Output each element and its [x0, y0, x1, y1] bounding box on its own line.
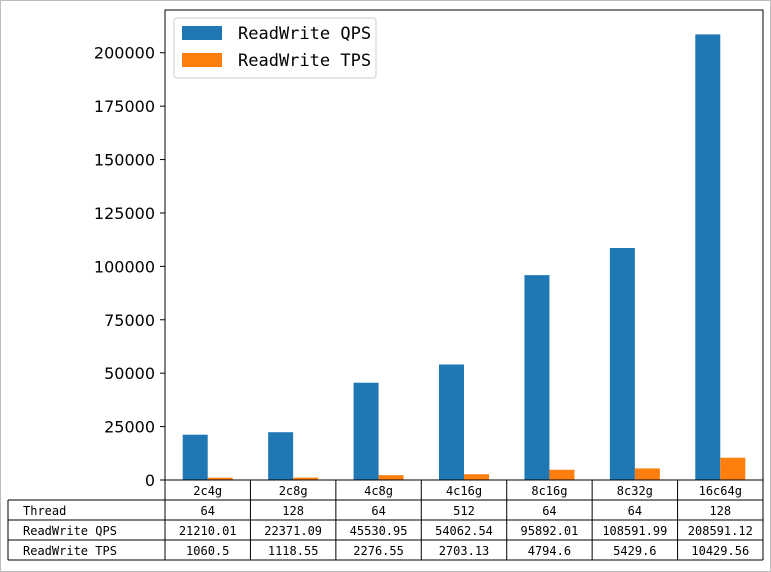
bar-qps-2c8g [268, 432, 294, 480]
bar-tps-16c64g [720, 457, 746, 480]
table-column-header: 16c64g [699, 484, 742, 498]
table-column-header: 4c16g [446, 484, 482, 498]
table-cell: 95892.01 [521, 524, 579, 538]
bar-tps-4c8g [378, 475, 404, 480]
y-tick-label: 125000 [94, 204, 155, 223]
bar-qps-2c4g [182, 434, 208, 480]
table-cell: 45530.95 [350, 524, 408, 538]
data-table: 2c4g 2c8g 4c8g 4c16g 8c16g 8c32g 16c64g Thread 6… [7, 479, 764, 561]
y-tick-label: 75000 [104, 311, 155, 330]
table-cell: 64 [542, 504, 556, 518]
bars-layer [182, 34, 746, 481]
table-column-header: 2c4g [193, 484, 222, 498]
y-axis: 0 25000 50000 75000 100000 125000 150000 175000… [94, 44, 165, 490]
legend-label: ReadWrite TPS [238, 51, 371, 71]
plot-frame [164, 9, 764, 480]
table-cell: 64 [371, 504, 385, 518]
table-column-header: 8c16g [531, 484, 567, 498]
bar-tps-4c16g [464, 474, 489, 480]
table-cell: 64 [200, 504, 214, 518]
bar-qps-4c16g [439, 364, 464, 480]
y-tick-label: 0 [145, 471, 155, 490]
bar-tps-2c4g [207, 477, 233, 480]
table-cell: 128 [282, 504, 304, 518]
axes-spines [164, 9, 764, 480]
table-row-label: ReadWrite QPS [23, 524, 117, 538]
bar-qps-4c8g [353, 382, 379, 480]
table-row-label: ReadWrite TPS [23, 544, 117, 558]
table-column-header: 4c8g [364, 484, 393, 498]
table-cell: 10429.56 [691, 544, 749, 558]
bar-qps-16c64g [695, 34, 721, 481]
legend-swatch [182, 26, 222, 40]
table-cell: 2703.13 [439, 544, 490, 558]
y-tick-label: 175000 [94, 97, 155, 116]
table-column-header: 2c8g [279, 484, 308, 498]
y-tick-label: 200000 [94, 44, 155, 63]
table-cell: 22371.09 [264, 524, 322, 538]
bar-tps-8c32g [634, 468, 660, 480]
y-tick-label: 50000 [104, 364, 155, 383]
bar-tps-8c16g [549, 469, 575, 480]
table-cell: 512 [453, 504, 475, 518]
table-cell: 1118.55 [268, 544, 319, 558]
table-row-label: Thread [23, 504, 66, 518]
table-cell: 208591.12 [688, 524, 753, 538]
table-cell: 2276.55 [353, 544, 404, 558]
table-cell: 64 [628, 504, 642, 518]
table-cell: 1060.5 [186, 544, 229, 558]
y-tick-label: 100000 [94, 257, 155, 276]
bar-qps-8c32g [609, 248, 635, 480]
table-cell: 54062.54 [435, 524, 493, 538]
legend-swatch [182, 53, 222, 67]
table-cell: 108591.99 [602, 524, 667, 538]
table-cell: 21210.01 [179, 524, 237, 538]
legend-box [173, 17, 377, 79]
y-tick-label: 25000 [104, 418, 155, 437]
legend-label: ReadWrite QPS [238, 24, 371, 44]
table-cell: 5429.6 [613, 544, 656, 558]
y-tick-label: 150000 [94, 151, 155, 170]
table-cell: 4794.6 [528, 544, 571, 558]
table-column-header: 8c32g [617, 484, 653, 498]
bar-qps-8c16g [524, 275, 550, 480]
bar-tps-2c8g [293, 477, 319, 480]
legend: ReadWrite QPS ReadWrite TPS [173, 17, 377, 79]
table-cell: 128 [709, 504, 731, 518]
